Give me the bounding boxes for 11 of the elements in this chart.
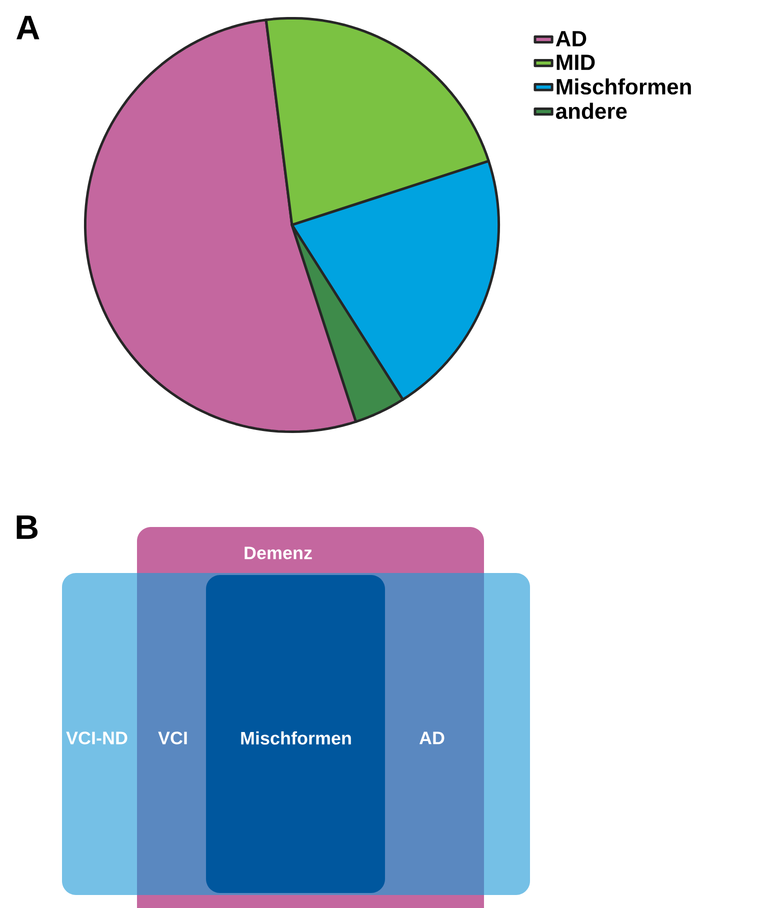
text: Demenz (244, 546, 312, 560)
text: B (16, 516, 38, 539)
text: AD (419, 732, 444, 744)
text: VCI (158, 732, 187, 744)
chart-title: A (16, 16, 40, 40)
legend-label: MID (556, 54, 595, 70)
text: Mischformen (241, 731, 351, 745)
legend-label: Mischformen (556, 78, 691, 95)
legend-label: andere (556, 102, 627, 119)
legend-label: AD (556, 31, 586, 46)
text: VCI-ND (66, 732, 128, 744)
